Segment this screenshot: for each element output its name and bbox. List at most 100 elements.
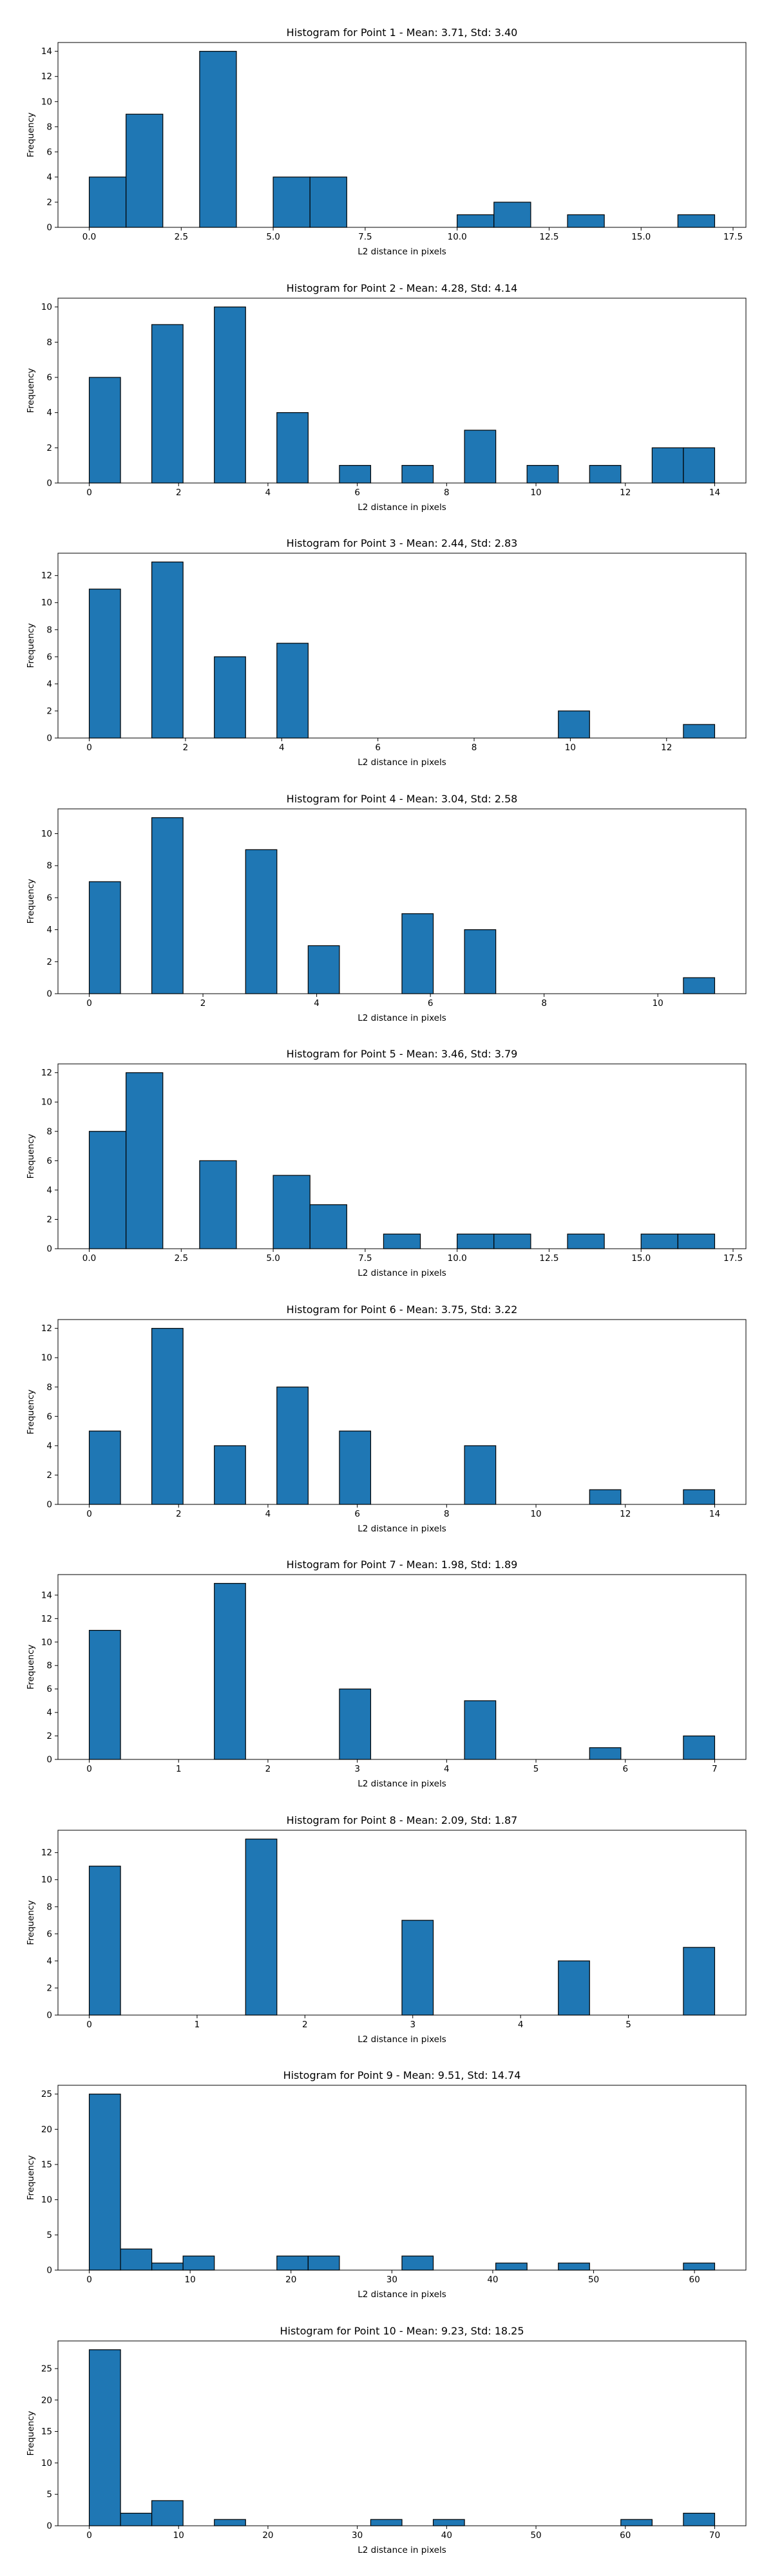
x-tick-label: 2 [265, 1764, 271, 1774]
histogram-bar [88, 1866, 121, 2016]
y-tick-label: 6 [46, 1929, 52, 1939]
y-tick-label: 0 [46, 1500, 52, 1510]
y-axis-ticks: 0 2 4 6 8 10 [41, 829, 58, 999]
x-axis-ticks: 0 10 20 30 40 50 60 70 [86, 2526, 720, 2541]
chart-title: Histogram for Point 4 - Mean: 3.04, Std:… [287, 793, 518, 805]
x-tick-label: 2 [302, 2020, 308, 2030]
x-tick-label: 7 [712, 1764, 718, 1774]
chart-title: Histogram for Point 9 - Mean: 9.51, Std:… [283, 2069, 521, 2081]
histogram-bar [339, 1689, 372, 1760]
histogram-bar [495, 2262, 528, 2271]
y-tick-label: 8 [46, 1661, 52, 1671]
y-axis-ticks: 0 2 4 6 8 10 12 [41, 1068, 58, 1255]
x-axis-label: L2 distance in pixels [358, 1524, 446, 1534]
x-tick-label: 10 [173, 2530, 184, 2541]
y-axis-label: Frequency [26, 1390, 36, 1435]
x-tick-label: 7.5 [358, 232, 372, 242]
x-tick-label: 40 [441, 2530, 452, 2541]
histogram-bar [309, 1204, 347, 1249]
axes-frame [57, 808, 747, 994]
y-axis-label: Frequency [26, 879, 36, 924]
x-tick-label: 12.5 [539, 232, 558, 242]
histogram-bar [401, 913, 434, 994]
y-tick-label: 4 [46, 1708, 52, 1718]
histogram-bar [493, 202, 531, 228]
x-axis-ticks: 0 2 4 6 8 10 12 14 [86, 1504, 720, 1519]
histogram-bar [88, 1131, 127, 1249]
y-tick-label: 10 [41, 1097, 52, 1108]
x-tick-label: 5 [625, 2020, 631, 2030]
y-axis-ticks: 0 2 4 6 8 10 12 [41, 1848, 58, 2021]
y-tick-label: 10 [41, 302, 52, 312]
y-tick-label: 10 [41, 829, 52, 839]
x-tick-label: 20 [285, 2275, 296, 2285]
x-tick-label: 0 [86, 743, 92, 753]
x-tick-label: 0.0 [82, 1253, 96, 1264]
histogram-bar [151, 324, 184, 484]
x-axis-label: L2 distance in pixels [358, 247, 446, 257]
y-tick-label: 8 [46, 1126, 52, 1137]
x-tick-label: 17.5 [723, 232, 743, 242]
histogram-bar [272, 176, 310, 228]
y-tick-label: 2 [46, 197, 52, 207]
bars [88, 2349, 716, 2526]
y-axis-ticks: 0 5 10 15 20 25 [41, 2089, 58, 2276]
y-tick-label: 2 [46, 1983, 52, 1993]
x-tick-label: 6 [354, 488, 360, 498]
y-tick-label: 0 [46, 734, 52, 744]
histogram-bar [272, 1175, 310, 1249]
x-tick-label: 0 [86, 2020, 92, 2030]
histogram-bar [401, 2255, 434, 2271]
y-tick-label: 5 [46, 2230, 52, 2240]
x-tick-label: 10 [530, 488, 541, 498]
axes-frame [57, 1319, 747, 1505]
x-tick-label: 4 [265, 1509, 271, 1519]
x-tick-label: 2 [183, 743, 189, 753]
histogram-bar [683, 1947, 716, 2016]
histogram-bar [276, 1387, 309, 1505]
y-axis-label: Frequency [26, 623, 36, 668]
y-tick-label: 0 [46, 989, 52, 999]
histogram-panel-5: Histogram for Point 5 - Mean: 3.46, Std:… [26, 1048, 747, 1278]
histogram-bar [683, 447, 716, 484]
y-tick-label: 14 [41, 46, 52, 57]
chart-title: Histogram for Point 1 - Mean: 3.71, Std:… [287, 26, 518, 39]
x-tick-label: 50 [588, 2275, 599, 2285]
axes-frame [57, 298, 747, 484]
y-axis-label: Frequency [26, 1134, 36, 1179]
axes-frame [57, 2085, 747, 2271]
histogram-bar [567, 1233, 605, 1249]
x-axis-ticks: 0 2 4 6 8 10 [86, 994, 663, 1009]
axes-frame [57, 2340, 747, 2526]
chart-title: Histogram for Point 5 - Mean: 3.46, Std:… [287, 1048, 518, 1060]
histogram-bar [640, 1233, 678, 1249]
histogram-panel-7: Histogram for Point 7 - Mean: 1.98, Std:… [26, 1558, 747, 1789]
histogram-bar [88, 1430, 121, 1505]
histogram-bar [526, 465, 559, 484]
bars [88, 1072, 716, 1249]
histogram-bar [683, 724, 716, 739]
y-tick-label: 4 [46, 925, 52, 935]
x-tick-label: 5.0 [266, 232, 280, 242]
y-tick-label: 4 [46, 679, 52, 689]
bars [88, 1328, 716, 1505]
histogram-bar [558, 2262, 590, 2271]
y-tick-label: 8 [46, 625, 52, 635]
histogram-bar [401, 465, 434, 484]
x-tick-label: 1 [195, 2020, 200, 2030]
axes-frame [57, 42, 747, 228]
x-tick-label: 6 [428, 998, 434, 1009]
y-tick-label: 8 [46, 861, 52, 871]
x-tick-label: 0 [86, 2275, 92, 2285]
x-tick-label: 4 [279, 743, 285, 753]
histogram-bar [567, 214, 605, 228]
histogram-bar [151, 817, 184, 994]
x-tick-label: 70 [709, 2530, 720, 2541]
x-tick-label: 8 [444, 488, 450, 498]
histogram-bar [214, 2519, 246, 2526]
histogram-bar [464, 1700, 497, 1760]
histogram-bar [683, 1735, 716, 1760]
x-tick-label: 12 [620, 488, 631, 498]
x-tick-label: 0 [86, 1764, 92, 1774]
y-tick-label: 4 [46, 408, 52, 418]
